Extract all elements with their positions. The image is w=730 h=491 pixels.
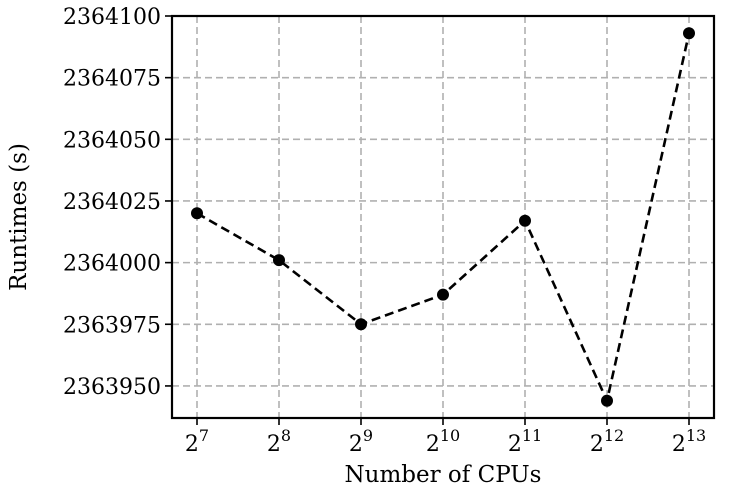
x-tick-label: 29 [349,426,373,457]
x-tick-base: 2 [426,432,440,457]
x-tick-exponent: 11 [522,426,542,445]
x-axis-ticks: 27 28 29 210 211 212 213 [185,418,706,457]
grid-lines [172,15,714,418]
data-points [191,27,695,407]
x-tick-base: 2 [267,432,281,457]
y-tick-label: 2364075 [63,67,161,92]
x-tick-exponent: 13 [686,426,706,445]
data-point [601,394,613,407]
data-point [355,318,367,331]
y-tick-label: 2363950 [63,375,161,400]
x-axis-label: Number of CPUs [345,462,542,488]
y-axis-label: Runtimes (s) [6,143,32,291]
x-tick-label: 211 [508,426,542,457]
x-tick-exponent: 8 [281,426,291,445]
data-point [437,288,449,301]
y-tick-label: 2364000 [63,252,161,277]
x-tick-exponent: 9 [363,426,373,445]
x-tick-label: 213 [672,426,706,457]
x-tick-base: 2 [185,432,199,457]
x-tick-exponent: 12 [604,426,624,445]
x-tick-label: 27 [185,426,209,457]
data-point [191,207,203,220]
x-tick-base: 2 [349,432,363,457]
x-tick-label: 28 [267,426,291,457]
y-tick-label: 2363975 [63,313,161,338]
y-tick-label: 2364025 [63,190,161,215]
data-point [273,254,285,267]
y-axis-ticks: 2363950 2363975 2364000 2364025 2364050 23640… [63,5,172,400]
x-tick-base: 2 [672,432,686,457]
x-tick-base: 2 [508,432,522,457]
y-tick-label: 2364100 [63,5,161,30]
data-point [519,214,531,227]
data-point [683,27,695,40]
x-tick-label: 210 [426,426,460,457]
y-tick-label: 2364050 [63,128,161,153]
x-tick-exponent: 7 [199,426,209,445]
x-tick-base: 2 [590,432,604,457]
x-tick-exponent: 10 [440,426,460,445]
x-tick-label: 212 [590,426,624,457]
